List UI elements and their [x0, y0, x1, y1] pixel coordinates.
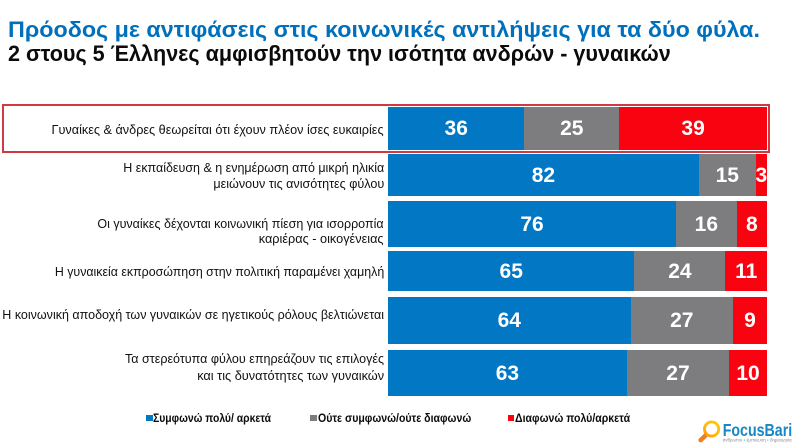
svg-text:FocusBari: FocusBari: [723, 420, 793, 440]
svg-text:άνθρωποι ▪ έμπνευση ▪ δημιουργ: άνθρωποι ▪ έμπνευση ▪ δημιουργία: [723, 438, 793, 443]
